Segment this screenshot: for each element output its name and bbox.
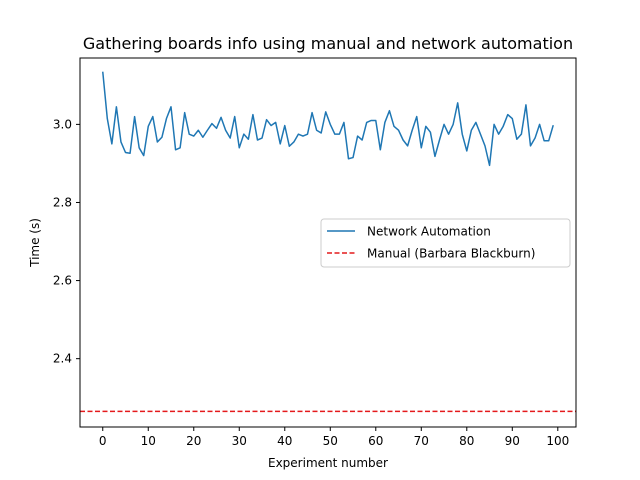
legend-box — [320, 218, 571, 268]
legend-label-manual: Manual (Barbara Blackburn) — [367, 247, 535, 261]
x-tick-label: 50 — [323, 434, 338, 448]
y-tick-label: 2.8 — [53, 195, 72, 209]
x-tick-label: 60 — [368, 434, 383, 448]
y-axis: 2.4 2.6 2.8 3.0 — [53, 117, 80, 366]
y-tick-label: 2.4 — [53, 352, 72, 366]
plot-area — [80, 71, 576, 413]
x-tick-label: 100 — [546, 434, 569, 448]
x-axis: 0 10 20 30 40 50 60 70 80 90 100 — [99, 427, 569, 448]
y-tick-label: 3.0 — [53, 117, 72, 131]
x-tick-label: 70 — [414, 434, 429, 448]
legend-label-network-automation: Network Automation — [367, 225, 491, 239]
series-line-network-automation — [102, 71, 554, 167]
x-axis-label: Experiment number — [268, 456, 388, 470]
x-tick-label: 40 — [277, 434, 292, 448]
y-axis-label: Time (s) — [28, 218, 42, 268]
plot-frame — [79, 57, 577, 428]
x-tick-label: 80 — [459, 434, 474, 448]
chart-title: Gathering boards info using manual and n… — [83, 34, 573, 53]
x-tick-label: 90 — [505, 434, 520, 448]
y-tick-label: 2.6 — [53, 274, 72, 288]
x-tick-label: 30 — [232, 434, 247, 448]
x-tick-label: 10 — [141, 434, 156, 448]
x-tick-label: 20 — [186, 434, 201, 448]
x-tick-label: 0 — [99, 434, 107, 448]
legend: Network Automation Manual (Barbara Black… — [320, 218, 571, 268]
